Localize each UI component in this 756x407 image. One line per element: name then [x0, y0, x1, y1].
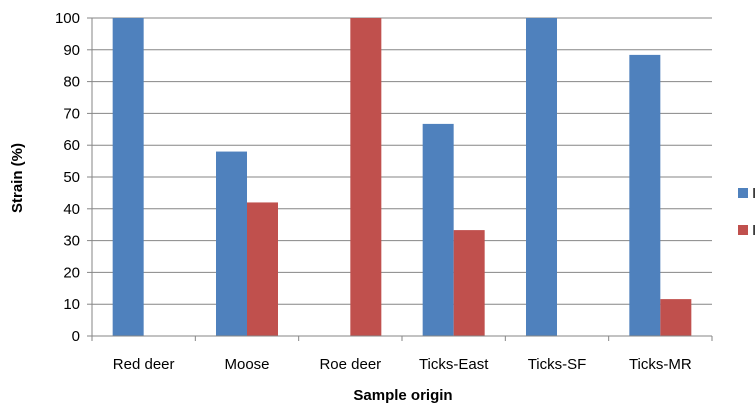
y-tick-label: 0 — [72, 328, 80, 345]
y-tick-label: 20 — [63, 264, 80, 281]
bar — [660, 299, 692, 336]
legend-swatch — [738, 188, 748, 198]
x-tick-label: Red deer — [113, 356, 175, 373]
x-tick-label: Ticks-SF — [528, 356, 587, 373]
bars — [112, 18, 692, 336]
y-tick-label: 60 — [63, 137, 80, 154]
legend: II — [738, 185, 756, 239]
x-tick-label: Moose — [224, 356, 269, 373]
gridlines — [92, 17, 712, 305]
bar — [453, 230, 485, 336]
bar — [526, 18, 557, 336]
x-tick-label: Roe deer — [319, 356, 381, 373]
y-tick-label: 30 — [63, 233, 80, 250]
y-tick-label: 80 — [63, 74, 80, 91]
legend-label: I — [752, 185, 756, 202]
legend-label: I — [752, 222, 756, 239]
bar — [112, 18, 144, 336]
y-tick-label: 100 — [55, 10, 80, 27]
bar — [247, 202, 278, 336]
bar — [629, 54, 661, 336]
bar — [422, 123, 454, 336]
y-tick-label: 90 — [63, 42, 80, 59]
legend-swatch — [738, 225, 748, 235]
bar — [216, 151, 247, 336]
y-tick-label: 50 — [63, 169, 80, 186]
y-tick-label: 70 — [63, 105, 80, 122]
x-tick-label: Ticks-MR — [629, 356, 692, 373]
y-tick-label: 40 — [63, 201, 80, 218]
y-tick-label: 10 — [63, 296, 80, 313]
y-axis-title: Strain (%) — [9, 143, 26, 213]
bar — [350, 18, 382, 336]
axes: 0 10 20 30 40 50 60 70 80 90 100 Red deer Moose Roe d… — [55, 10, 713, 373]
x-tick-label: Ticks-East — [419, 356, 489, 373]
x-axis-title: Sample origin — [353, 387, 452, 404]
